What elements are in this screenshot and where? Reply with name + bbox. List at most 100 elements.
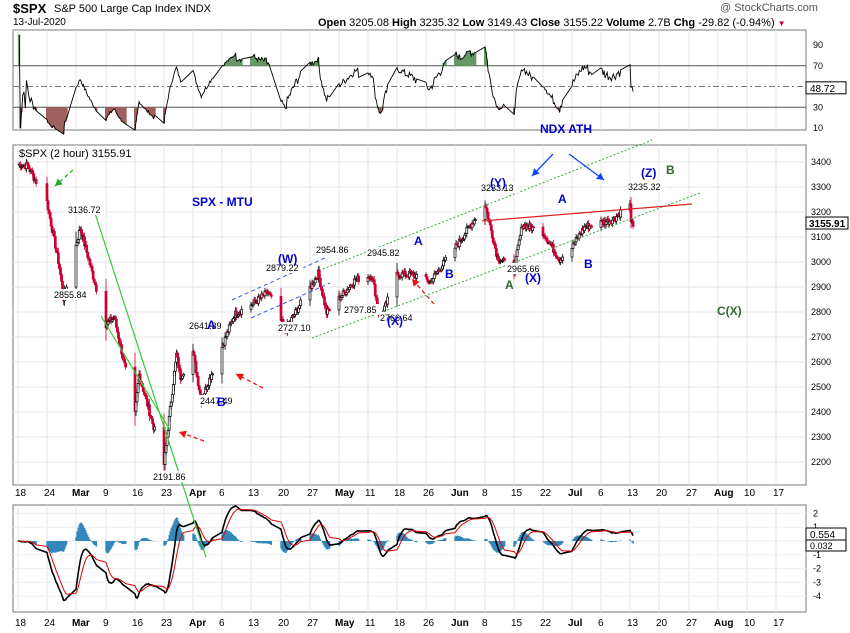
wave-label: A: [505, 278, 514, 292]
macd-tick-label: -3: [813, 577, 821, 587]
red-arrow: [235, 373, 264, 389]
x-axis-label: 22: [540, 488, 552, 499]
rsi-tick-label: 90: [813, 40, 823, 50]
price-label: 2879.22: [266, 263, 299, 273]
candle-body: [299, 299, 303, 307]
price-label-bg: [627, 181, 666, 192]
x-axis-label: 20: [278, 488, 290, 499]
y-tick-label: 2400: [811, 407, 831, 417]
x-axis-label: 24: [44, 488, 56, 499]
downtrend-line-lower: [100, 315, 171, 431]
macd-tick-label: 1: [813, 522, 818, 532]
x-axis-label-bottom: 18: [394, 618, 406, 629]
ohlc-label: Low: [462, 17, 488, 29]
y-tick-label: 2300: [811, 432, 831, 442]
stockcharts-credit: @ StockCharts.com: [720, 2, 818, 14]
y-tick-label: 2800: [811, 307, 831, 317]
price-label-bg: [152, 471, 191, 482]
candle-body: [211, 373, 215, 376]
price-label: 2945.82: [367, 248, 400, 258]
price-label: 3136.72: [68, 205, 101, 215]
candle-body: [503, 258, 507, 261]
x-axis-label: 23: [161, 488, 173, 499]
y-tick-label: 3400: [811, 157, 831, 167]
x-axis-label: 18: [15, 488, 27, 499]
price-legend: $SPX (2 hour) 3155.91: [19, 148, 132, 160]
price-label: 2766.64: [380, 313, 413, 323]
x-axis-label-bottom: Mar: [72, 618, 90, 629]
ohlc-value: 3155.22: [563, 17, 607, 29]
price-label: 2965.66: [507, 264, 540, 274]
wave-label: A: [207, 318, 216, 332]
price-label: 2954.86: [316, 245, 349, 255]
blue-channel-top: [231, 256, 328, 301]
x-axis-label-bottom: May: [335, 618, 355, 629]
x-axis-label-bottom: 27: [307, 618, 319, 629]
x-axis-label-bottom: Apr: [189, 618, 206, 629]
wave-label: B: [584, 257, 593, 271]
price-label-bg: [199, 395, 238, 406]
x-axis-label-bottom: 13: [248, 618, 260, 629]
price-label: 2447.49: [200, 396, 233, 406]
x-axis-label-bottom: 6: [598, 618, 604, 629]
wave-label: B: [666, 163, 675, 177]
ohlc-value: 3205.08: [349, 17, 392, 29]
price-label-bg: [53, 289, 92, 300]
rsi-last-value: 48.72: [810, 84, 835, 95]
price-label: 2641.39: [189, 321, 222, 331]
x-axis-label: Jun: [451, 488, 469, 499]
x-axis-label-bottom: 26: [423, 618, 435, 629]
price-label: 2797.85: [344, 305, 377, 315]
y-tick-label: 2600: [811, 357, 831, 367]
rsi-panel: [12, 29, 807, 131]
x-axis-label: 13: [627, 488, 639, 499]
rsi-value-tag: [805, 81, 847, 95]
x-axis-label-bottom: 20: [656, 618, 668, 629]
price-label: 2191.86: [153, 472, 186, 482]
ohlc-label: Open: [318, 17, 350, 29]
red-arrow-head: [179, 430, 187, 438]
price-label: 2727.10: [278, 323, 311, 333]
x-axis-label-bottom: 16: [132, 618, 144, 629]
change-down-icon: ▼: [777, 19, 786, 28]
price-label-bg: [277, 322, 316, 333]
blue-arrow-head: [532, 168, 540, 176]
price-label-bg: [265, 262, 304, 273]
x-axis-label-bottom: Jun: [451, 618, 469, 629]
y-tick-label: 3300: [811, 182, 831, 192]
y-tick-label: 3000: [811, 257, 831, 267]
macd-line: [17, 504, 634, 602]
macd-tick-label: -2: [813, 564, 821, 574]
x-axis-label: 27: [686, 488, 698, 499]
x-axis-label-bottom: 6: [219, 618, 225, 629]
x-axis-label: 18: [394, 488, 406, 499]
candles: [17, 158, 635, 478]
signal-value-tag: [805, 539, 847, 552]
last-price-tag: [805, 216, 849, 230]
x-axis-label: 16: [132, 488, 144, 499]
x-axis-label-bottom: 23: [161, 618, 173, 629]
price-label-bg: [67, 204, 106, 215]
red-arrow-head: [412, 279, 420, 287]
x-axis-label-bottom: Aug: [714, 618, 733, 629]
price-label: 3233.13: [481, 183, 514, 193]
macd-tick-label: 2: [813, 508, 818, 518]
candle-body: [27, 164, 31, 170]
macd-value: 0.554: [810, 530, 835, 541]
red-arrow-head: [236, 373, 244, 381]
candle-body: [182, 373, 186, 377]
x-axis-label-bottom: 20: [278, 618, 290, 629]
x-axis-label-bottom: 18: [15, 618, 27, 629]
candle-body: [34, 179, 38, 184]
x-axis-label-bottom: 8: [482, 618, 488, 629]
candle-body: [357, 275, 361, 283]
wave-label: B: [217, 395, 226, 409]
security-name: S&P 500 Large Cap Index INDX: [54, 3, 211, 15]
wave-label: (X): [525, 271, 541, 285]
blue-arrow-head: [596, 172, 604, 180]
candle-body: [631, 220, 635, 227]
ohlc-row: Open 3205.08 High 3235.32 Low 3149.43 Cl…: [318, 17, 786, 29]
candle-body: [220, 346, 224, 375]
